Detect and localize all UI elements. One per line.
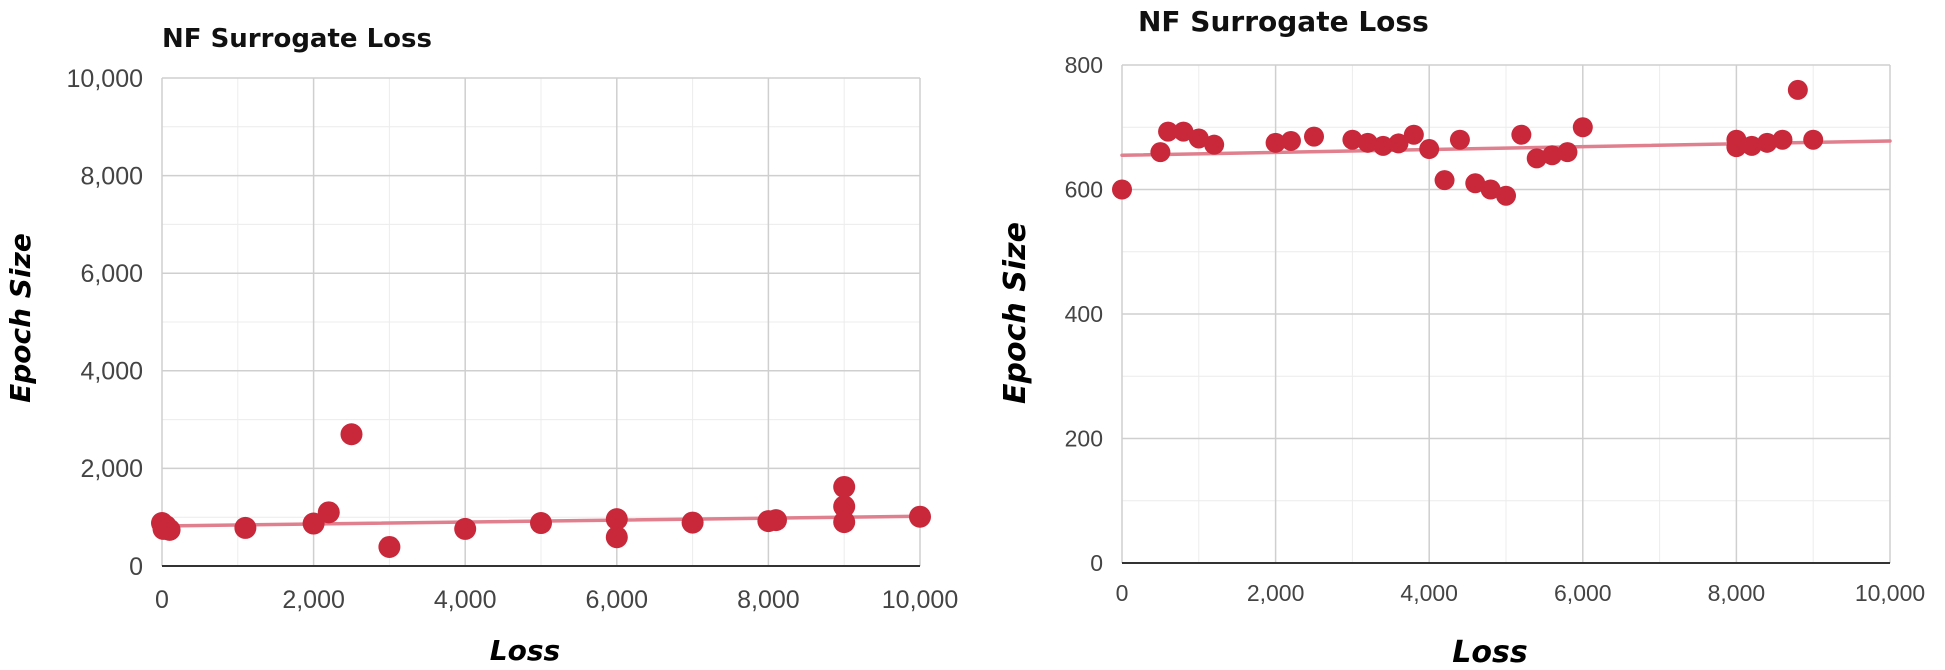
data-point [1419, 139, 1440, 160]
data-point [764, 509, 787, 532]
chart-title: NF Surrogate Loss [1138, 5, 1429, 38]
data-point [1403, 124, 1424, 145]
data-point [1526, 148, 1547, 169]
chart-right: NF Surrogate Loss Epoch Size Loss 0 2,000… [998, 5, 1925, 670]
data-point [1572, 117, 1593, 138]
data-point [833, 511, 856, 534]
data-point [1757, 132, 1778, 153]
y-tick-label: 0 [1090, 550, 1103, 576]
x-axis-label: Loss [1452, 635, 1527, 670]
x-tick-label: 2,000 [1247, 580, 1305, 606]
y-axis-label: Epoch Size [998, 222, 1033, 404]
y-tick-label: 10,000 [67, 65, 143, 93]
x-tick-label: 10,000 [1855, 580, 1925, 606]
data-point [1511, 124, 1532, 145]
x-tick-label: 2,000 [282, 586, 345, 614]
data-point [340, 423, 363, 446]
data-point [605, 508, 628, 531]
data-point [1480, 179, 1501, 200]
y-tick-label: 2,000 [80, 455, 143, 483]
data-point [833, 475, 856, 498]
data-point [1204, 134, 1225, 155]
x-tick-label: 6,000 [586, 586, 649, 614]
data-point [1803, 129, 1824, 150]
plot-area: 0 2,000 4,000 6,000 8,000 10,000 0 200 400 600 800 [1065, 52, 1926, 606]
data-point [1388, 133, 1409, 154]
data-point [1542, 145, 1563, 166]
chart-title: NF Surrogate Loss [162, 24, 432, 54]
y-tick-label: 600 [1065, 177, 1103, 203]
data-point [1304, 126, 1324, 147]
data-point [530, 512, 552, 535]
data-point [605, 526, 628, 549]
data-point [1496, 185, 1516, 206]
data-point [1557, 142, 1578, 163]
x-tick-label: 4,000 [434, 586, 497, 614]
data-point [1741, 135, 1762, 156]
y-tick-label: 200 [1065, 426, 1103, 452]
y-tick-label: 4,000 [80, 358, 143, 386]
data-point [302, 512, 325, 535]
x-tick-label: 4,000 [1400, 580, 1458, 606]
y-tick-label: 8,000 [80, 162, 143, 190]
x-tick-label: 6,000 [1554, 580, 1612, 606]
data-point [1787, 79, 1808, 100]
data-point [1726, 129, 1747, 150]
data-point [1449, 129, 1470, 150]
data-point [1265, 132, 1286, 153]
data-point [1342, 129, 1363, 150]
data-point [833, 495, 856, 518]
data-point [1280, 130, 1301, 151]
x-tick-label: 10,000 [882, 586, 958, 614]
x-tick-label: 8,000 [1708, 580, 1766, 606]
data-point [1772, 129, 1793, 150]
y-tick-label: 800 [1065, 52, 1103, 78]
data-point [1150, 142, 1171, 163]
x-tick-label: 0 [1116, 580, 1129, 606]
data-point [1158, 121, 1179, 142]
y-tick-label: 6,000 [80, 260, 143, 288]
y-tick-label: 0 [129, 553, 143, 581]
data-point [158, 518, 181, 541]
data-point [1173, 121, 1194, 142]
data-point [1357, 132, 1378, 153]
y-axis-label: Epoch Size [4, 233, 37, 403]
x-tick-label: 8,000 [737, 586, 800, 614]
data-point [1373, 135, 1394, 156]
data-point [1465, 173, 1486, 194]
data-point [681, 511, 704, 534]
data-point [378, 535, 401, 558]
x-axis-label: Loss [490, 634, 560, 667]
chart-left: NF Surrogate Loss Epoch Size Loss 0 2,000… [4, 24, 958, 667]
y-tick-label: 400 [1065, 301, 1103, 327]
x-tick-label: 0 [155, 586, 169, 614]
data-point [1112, 179, 1132, 200]
data-point [317, 501, 340, 524]
data-point [234, 516, 257, 539]
plot-area: 0 2,000 4,000 6,000 8,000 10,000 0 2,000 4,000 6,… [67, 65, 959, 614]
data-point [454, 517, 477, 540]
data-point [1434, 170, 1455, 191]
data-point [1188, 128, 1209, 149]
data-point [909, 505, 931, 528]
